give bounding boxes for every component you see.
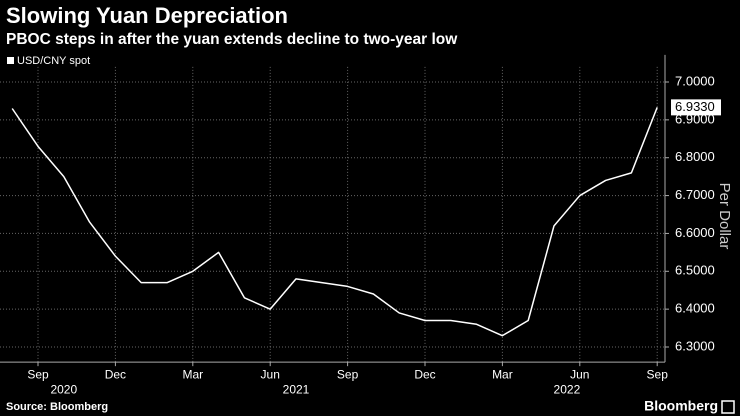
y-tick-label: 6.4000	[675, 301, 715, 316]
x-year-label: 2020	[50, 382, 77, 396]
x-tick-label: Mar	[182, 367, 203, 381]
y-tick-label: 6.6000	[675, 225, 715, 240]
y-tick-label: 6.5000	[675, 263, 715, 278]
x-year-label: 2022	[554, 382, 581, 396]
x-tick-label: Jun	[570, 367, 589, 381]
y-tick-label: 6.7000	[675, 187, 715, 202]
brand: Bloomberg	[644, 398, 718, 414]
x-tick-label: Sep	[27, 367, 49, 381]
x-tick-label: Sep	[337, 367, 359, 381]
value-label: 6.9330	[675, 99, 715, 114]
line-series	[11, 107, 658, 337]
x-year-label: 2021	[283, 382, 310, 396]
y-axis-label: Per Dollar	[716, 183, 733, 250]
y-tick-label: 6.3000	[675, 338, 715, 353]
x-tick-label: Sep	[647, 367, 669, 381]
y-tick-label: 6.8000	[675, 149, 715, 164]
x-tick-label: Mar	[492, 367, 513, 381]
value-label-box	[671, 99, 721, 116]
x-tick-label: Dec	[414, 367, 435, 381]
brand-icon	[721, 400, 735, 414]
legend-swatch	[7, 57, 14, 64]
y-tick-label: 7.0000	[675, 73, 715, 88]
x-tick-label: Jun	[261, 367, 280, 381]
chart-title: Slowing Yuan Depreciation	[6, 3, 288, 28]
x-tick-label: Dec	[105, 367, 126, 381]
source: Source: Bloomberg	[6, 401, 108, 413]
chart-subtitle: PBOC steps in after the yuan extends dec…	[6, 31, 458, 48]
legend-label: USD/CNY spot	[17, 55, 90, 67]
